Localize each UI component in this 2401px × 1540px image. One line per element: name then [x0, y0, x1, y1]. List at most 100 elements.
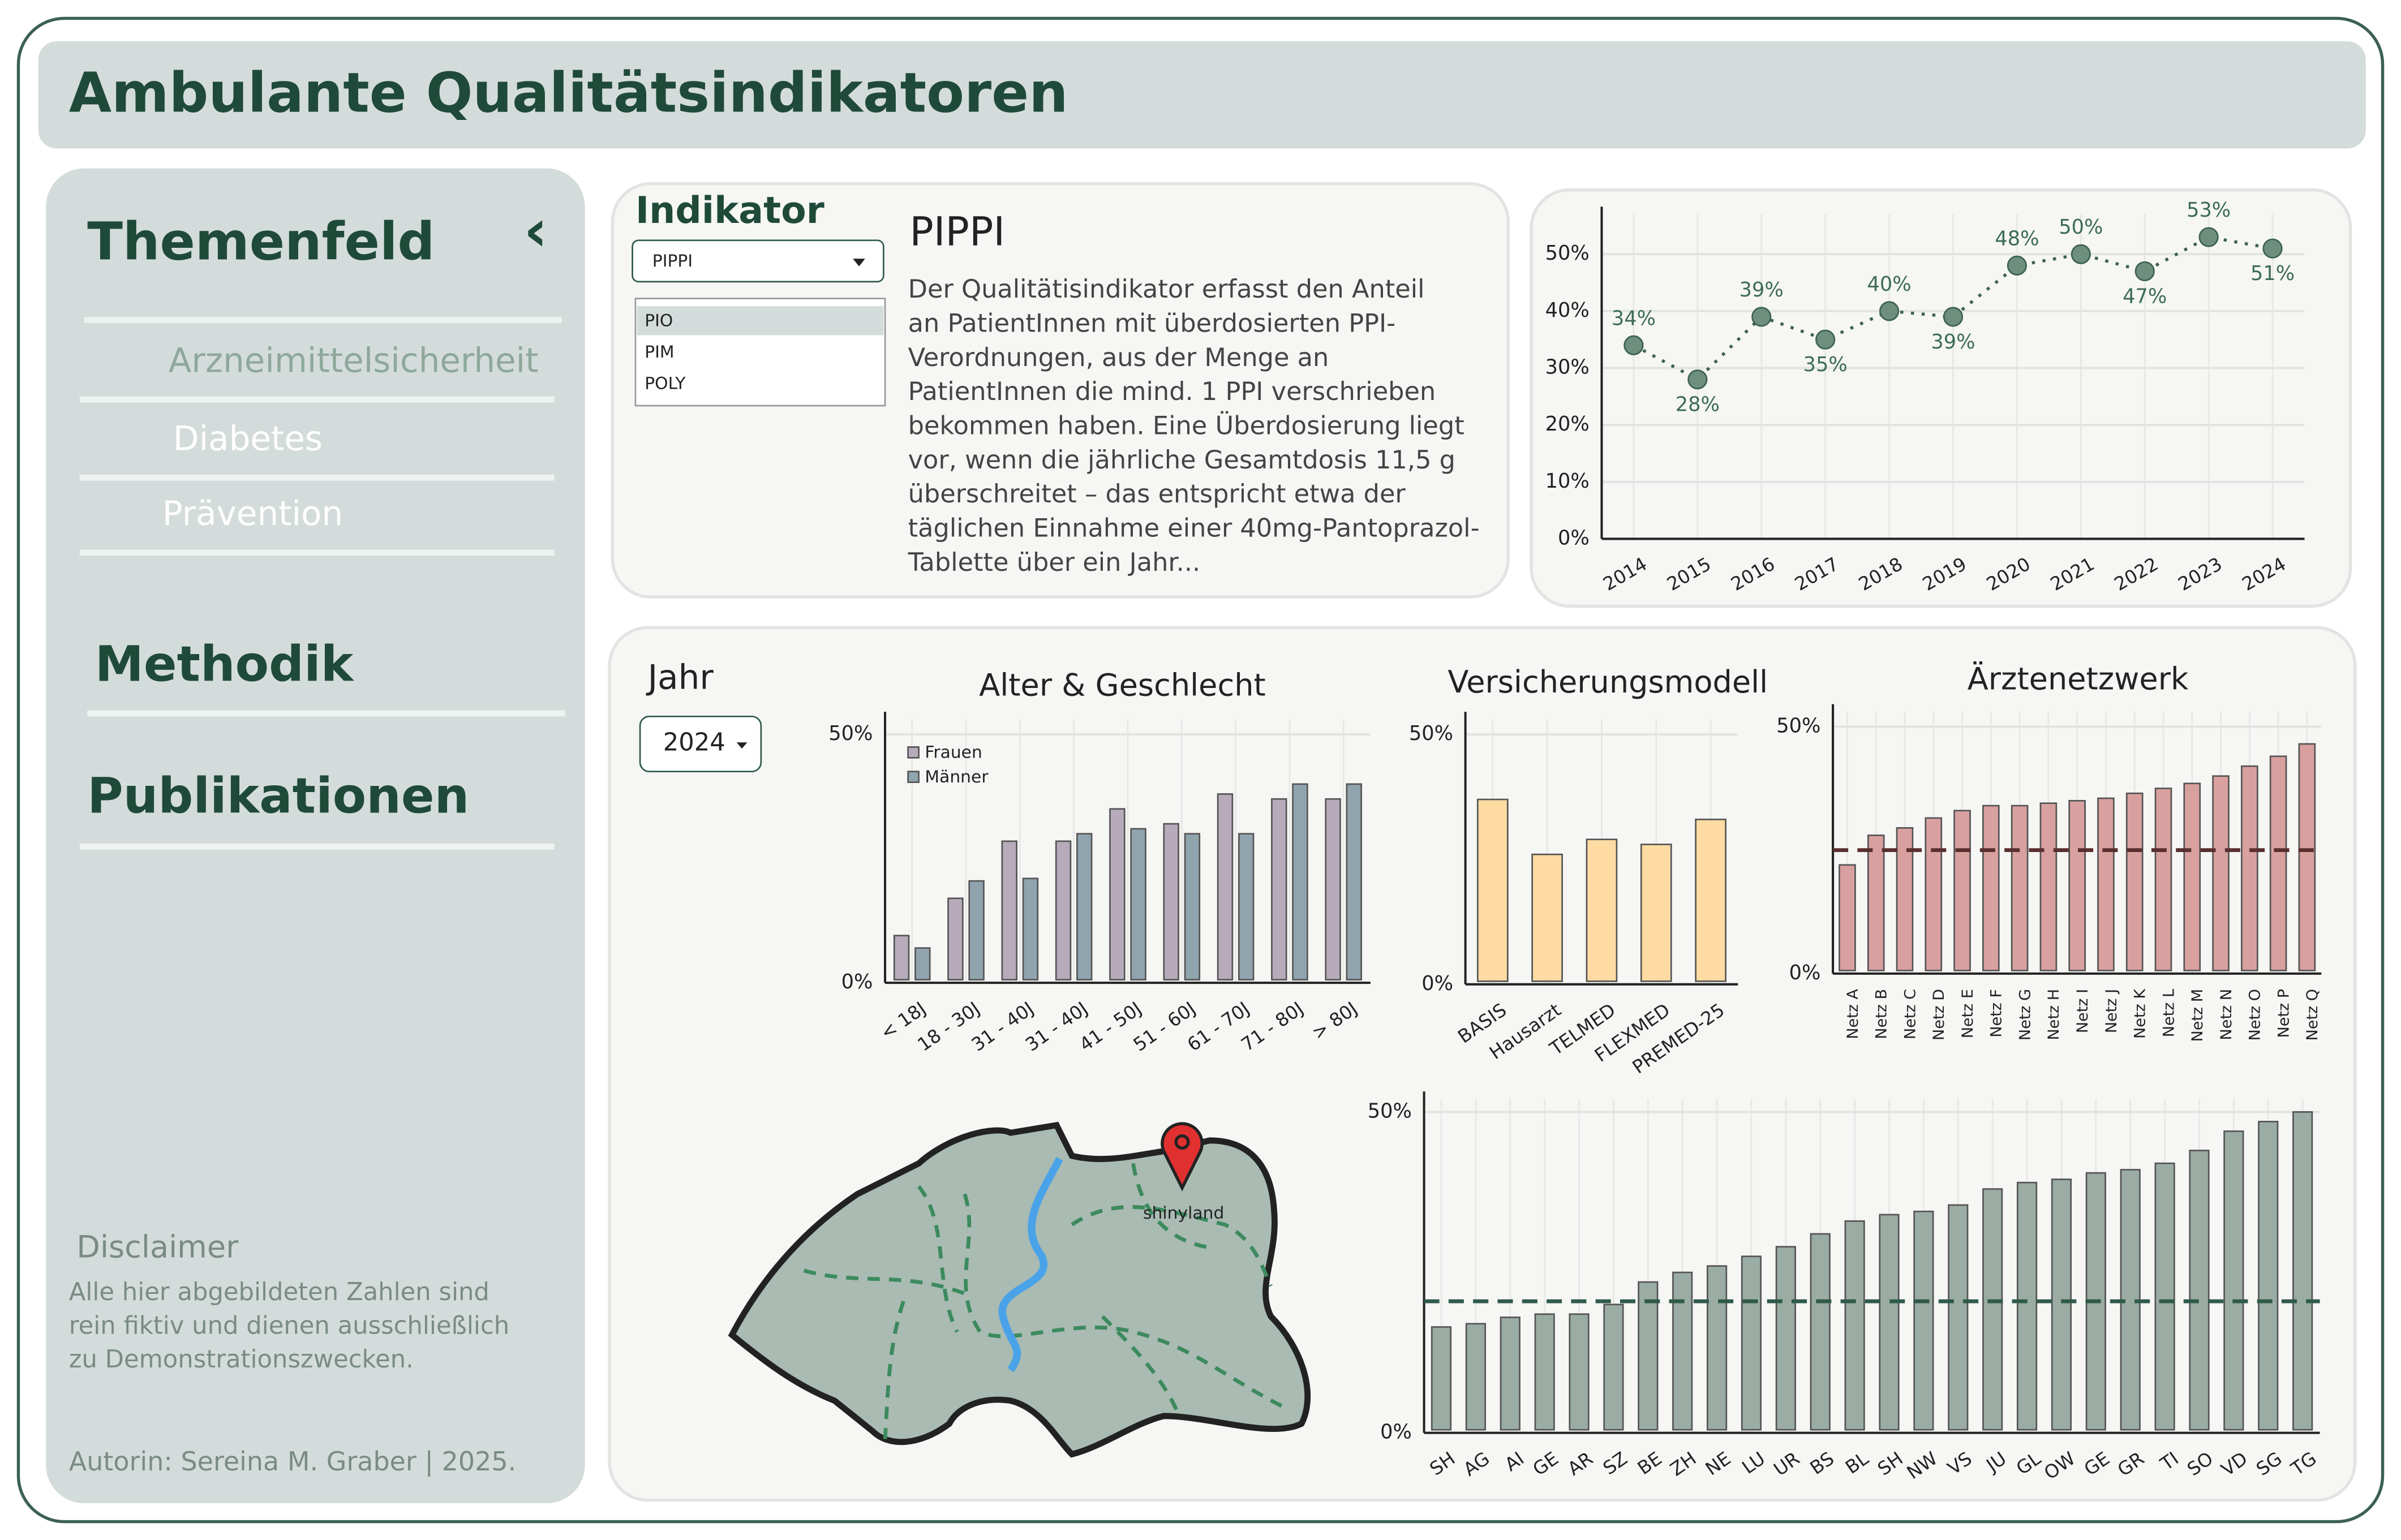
- map-label: shinyland: [1143, 1203, 1224, 1223]
- description-line: vor, wenn die jährliche Gesamtdosis 11,5…: [908, 445, 1455, 475]
- bar: [1879, 1214, 1900, 1431]
- bar: [1982, 805, 2000, 971]
- map-borders: [803, 1163, 1287, 1439]
- nav-heading[interactable]: Publikationen: [87, 768, 469, 824]
- x-tick-label: Netz B: [1873, 989, 1891, 1039]
- bar: [968, 880, 985, 981]
- x-tick-label: Netz N: [2218, 989, 2235, 1040]
- legend-label: Frauen: [925, 743, 982, 763]
- bar: [2051, 1178, 2072, 1431]
- legend-label: Männer: [925, 767, 989, 787]
- bar: [1638, 1281, 1659, 1431]
- nav-items: Arzneimittelsicherheit Diabetes Prävention: [79, 341, 555, 556]
- bar: [1163, 823, 1179, 981]
- value-label: 35%: [1803, 353, 1848, 376]
- nav-heading[interactable]: Themenfeld: [87, 211, 435, 272]
- bar: [1982, 1188, 2003, 1431]
- chart-title: Versicherungsmodell: [1448, 664, 1768, 700]
- bar: [1844, 1220, 1865, 1431]
- trend-panel: [1530, 188, 2352, 608]
- page-title: Ambulante Qualitätsindikatoren: [69, 61, 1068, 124]
- bar: [1184, 833, 1201, 981]
- bar: [2292, 1111, 2313, 1431]
- bar: [1292, 783, 1308, 981]
- nav-item[interactable]: Prävention: [162, 494, 343, 534]
- x-tick-label: Netz F: [1988, 989, 2005, 1038]
- disclaimer-line: rein fiktiv und dienen ausschließlich: [69, 1311, 509, 1340]
- header-bar: [38, 41, 2366, 149]
- year-value[interactable]: 2024: [663, 729, 725, 757]
- bar: [1476, 798, 1509, 982]
- dropdown-option[interactable]: PIM: [645, 342, 674, 362]
- description-line: täglichen Einnahme einer 40mg-Pantoprazo…: [908, 513, 1480, 543]
- description-line: überschreitet – das entspricht etwa der: [908, 479, 1406, 509]
- bar: [1431, 1326, 1452, 1431]
- indicator-panel: [611, 182, 1510, 599]
- bar: [1925, 817, 1943, 971]
- bar: [1569, 1313, 1590, 1431]
- bar: [1238, 833, 1255, 981]
- y-tick-label: 50%: [1545, 242, 1590, 265]
- x-tick-label: Netz O: [2247, 989, 2264, 1041]
- bar: [1707, 1265, 1728, 1431]
- y-tick-label: 0%: [1421, 972, 1453, 995]
- dropdown-option[interactable]: POLY: [645, 374, 686, 394]
- description-line: Der Qualitätisindikator erfasst den Ante…: [908, 274, 1425, 304]
- bar: [1531, 853, 1563, 982]
- dropdown-option[interactable]: PIO: [645, 311, 673, 331]
- bar: [1325, 798, 1341, 981]
- chart-title: Alter & Geschlecht: [979, 668, 1265, 703]
- x-tick-label: Netz L: [2160, 989, 2177, 1037]
- bar: [1640, 844, 1672, 982]
- bar: [2189, 1150, 2210, 1431]
- nav-item[interactable]: Diabetes: [173, 419, 323, 458]
- options: PIO PIM POLY: [645, 311, 686, 394]
- x-tick-label: Netz I: [2074, 989, 2091, 1033]
- point: [2007, 255, 2027, 276]
- y-tick-label: 10%: [1545, 470, 1590, 493]
- bar: [1603, 1304, 1624, 1431]
- map-pin[interactable]: [1161, 1122, 1204, 1191]
- description: Der Qualitätisindikator erfasst den Ante…: [908, 274, 1480, 577]
- bar: [1055, 840, 1072, 981]
- dropdown-caret: [853, 259, 865, 266]
- point: [2071, 244, 2091, 264]
- bar: [1465, 1323, 1486, 1431]
- bar: [2097, 797, 2115, 971]
- bar: [1001, 840, 1017, 981]
- year-dropdown[interactable]: [639, 715, 762, 773]
- option-highlight: [637, 306, 884, 335]
- bar: [1839, 864, 1856, 971]
- point: [2134, 261, 2155, 282]
- bar: [2223, 1130, 2244, 1431]
- map: shinyland: [728, 1121, 1311, 1458]
- disclaimer-line: zu Demonstrationszwecken.: [69, 1345, 414, 1374]
- dropdown-value[interactable]: PIPPI: [652, 251, 693, 271]
- value-label: 51%: [2250, 262, 2295, 285]
- bar: [2154, 1162, 2175, 1431]
- value-label: 28%: [1676, 393, 1720, 416]
- nav-heading[interactable]: Methodik: [95, 636, 355, 693]
- bar: [2039, 802, 2058, 971]
- description-line: Tablette über ein Jahr...: [908, 548, 1201, 577]
- bar: [1948, 1204, 1969, 1431]
- bar: [2241, 765, 2258, 971]
- bar: [1586, 838, 1618, 982]
- point: [2198, 227, 2219, 247]
- legend-swatch: [907, 771, 920, 783]
- dropdown-caret: [736, 742, 748, 749]
- value-label: 39%: [1739, 278, 1784, 302]
- x-tick-label: Netz K: [2132, 988, 2149, 1039]
- x-tick-label: Netz D: [1930, 989, 1948, 1040]
- y-tick-label: 40%: [1545, 299, 1590, 322]
- bar: [1695, 818, 1726, 982]
- point: [1623, 335, 1644, 355]
- disclaimer-title: Disclaimer: [76, 1229, 239, 1265]
- y-tick-label: 50%: [1776, 714, 1820, 737]
- nav-item[interactable]: Arzneimittelsicherheit: [169, 341, 539, 380]
- indicator-dropdown[interactable]: [632, 239, 884, 283]
- bar: [1867, 834, 1885, 971]
- indicator-heading: PIPPI: [909, 209, 1005, 255]
- collapse-icon[interactable]: ‹: [523, 197, 547, 264]
- point: [1687, 369, 1708, 390]
